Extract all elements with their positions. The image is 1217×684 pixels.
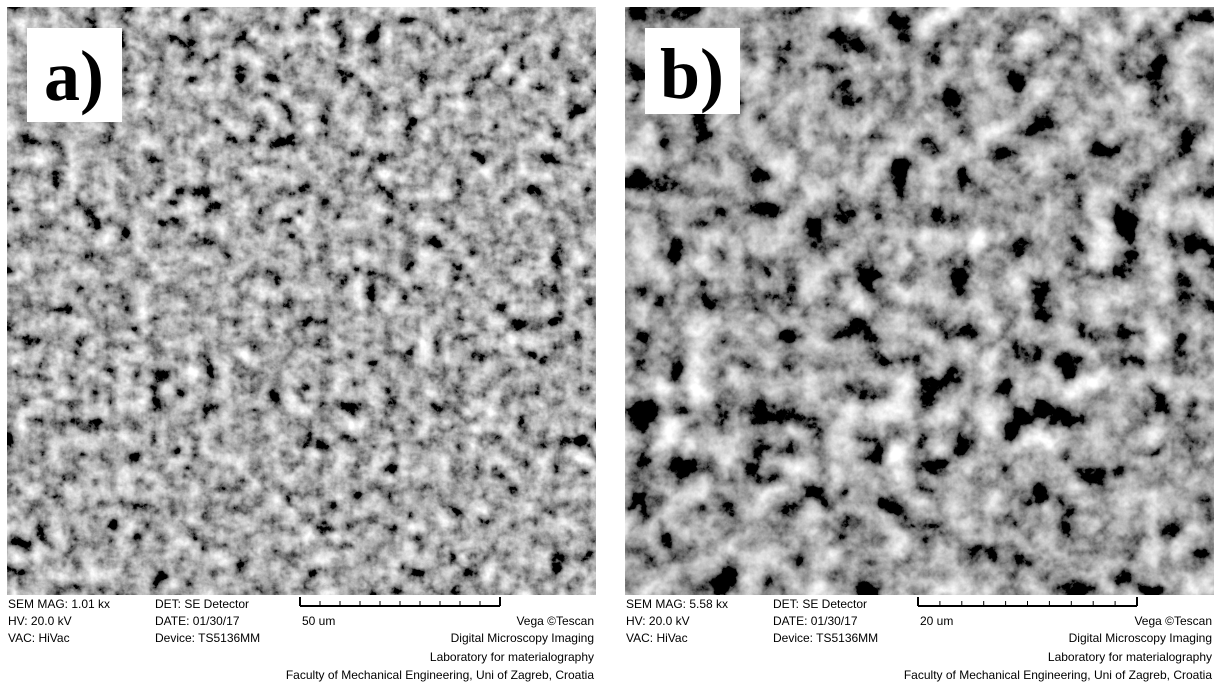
info-text: Faculty of Mechanical Engineering, Uni o… — [904, 668, 1212, 682]
info-text: Device: TS5136MM — [773, 631, 878, 645]
info-text: Device: TS5136MM — [155, 631, 260, 645]
info-text: Laboratory for materialography — [430, 650, 594, 664]
info-text: HV: 20.0 kV — [8, 614, 72, 628]
info-text: SEM MAG: 1.01 kx — [8, 597, 110, 611]
info-text: 50 um — [302, 614, 335, 628]
info-text: SEM MAG: 5.58 kx — [626, 597, 728, 611]
label-box — [645, 28, 740, 114]
panel: a) SEM MAG: 1.01 kx HV: 20.0 kV VAC: HiVac D… — [7, 7, 596, 682]
info-text: VAC: HiVac — [626, 631, 688, 645]
panel: b) SEM MAG: 5.58 kx HV: 20.0 kV VAC: HiVac D… — [625, 7, 1214, 682]
info-text: HV: 20.0 kV — [626, 614, 690, 628]
info-text: DET: SE Detector — [773, 597, 867, 611]
info-text: Vega ©Tescan — [516, 614, 594, 628]
panel-label: b) — [660, 34, 724, 114]
panel-label: a) — [44, 36, 104, 116]
info-text: 20 um — [920, 614, 953, 628]
info-text: Digital Microscopy Imaging — [451, 631, 594, 645]
info-text: Digital Microscopy Imaging — [1069, 631, 1212, 645]
info-text: Laboratory for materialography — [1048, 650, 1212, 664]
info-text: DATE: 01/30/17 — [773, 614, 858, 628]
info-text: DATE: 01/30/17 — [155, 614, 240, 628]
info-text: Vega ©Tescan — [1134, 614, 1212, 628]
info-text: Faculty of Mechanical Engineering, Uni o… — [286, 668, 594, 682]
info-text: DET: SE Detector — [155, 597, 249, 611]
label-box — [27, 28, 122, 122]
info-text: VAC: HiVac — [8, 631, 70, 645]
